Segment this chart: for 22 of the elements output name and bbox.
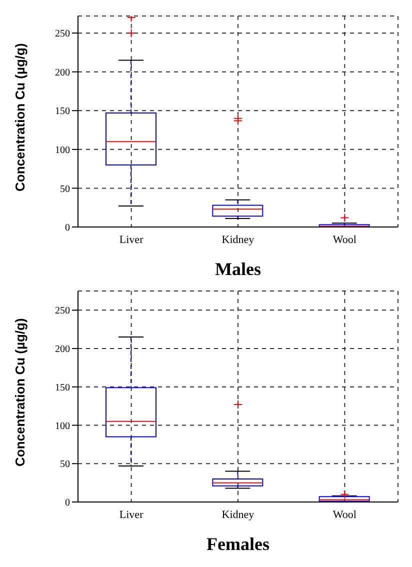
- y-tick-label: 100: [55, 144, 70, 156]
- y-tick-label: 200: [55, 67, 70, 78]
- y-tick-label: 150: [55, 382, 70, 394]
- y-tick-label: 50: [60, 184, 70, 195]
- x-tick-label: Wool: [332, 234, 356, 246]
- x-tick-label: Liver: [119, 508, 144, 521]
- y-tick-label: 150: [55, 106, 70, 118]
- y-axis-title: Concentration Cu (µg/g): [12, 43, 28, 192]
- y-tick-label: 0: [65, 498, 70, 509]
- x-tick-label: Liver: [119, 234, 144, 246]
- y-tick-label: 100: [55, 420, 70, 432]
- y-axis-title: Concentration Cu (µg/g): [12, 318, 28, 466]
- y-tick-label: 250: [55, 306, 70, 317]
- x-axis-title: Females: [206, 534, 270, 554]
- x-axis-title: Males: [215, 259, 261, 279]
- y-tick-label: 50: [60, 459, 70, 470]
- y-tick-label: 200: [55, 344, 70, 356]
- x-tick-label: Wool: [332, 508, 356, 521]
- x-tick-label: Kidney: [222, 508, 255, 521]
- y-tick-label: 0: [65, 222, 70, 234]
- x-tick-label: Kidney: [222, 234, 255, 246]
- y-tick-label: 250: [55, 28, 70, 40]
